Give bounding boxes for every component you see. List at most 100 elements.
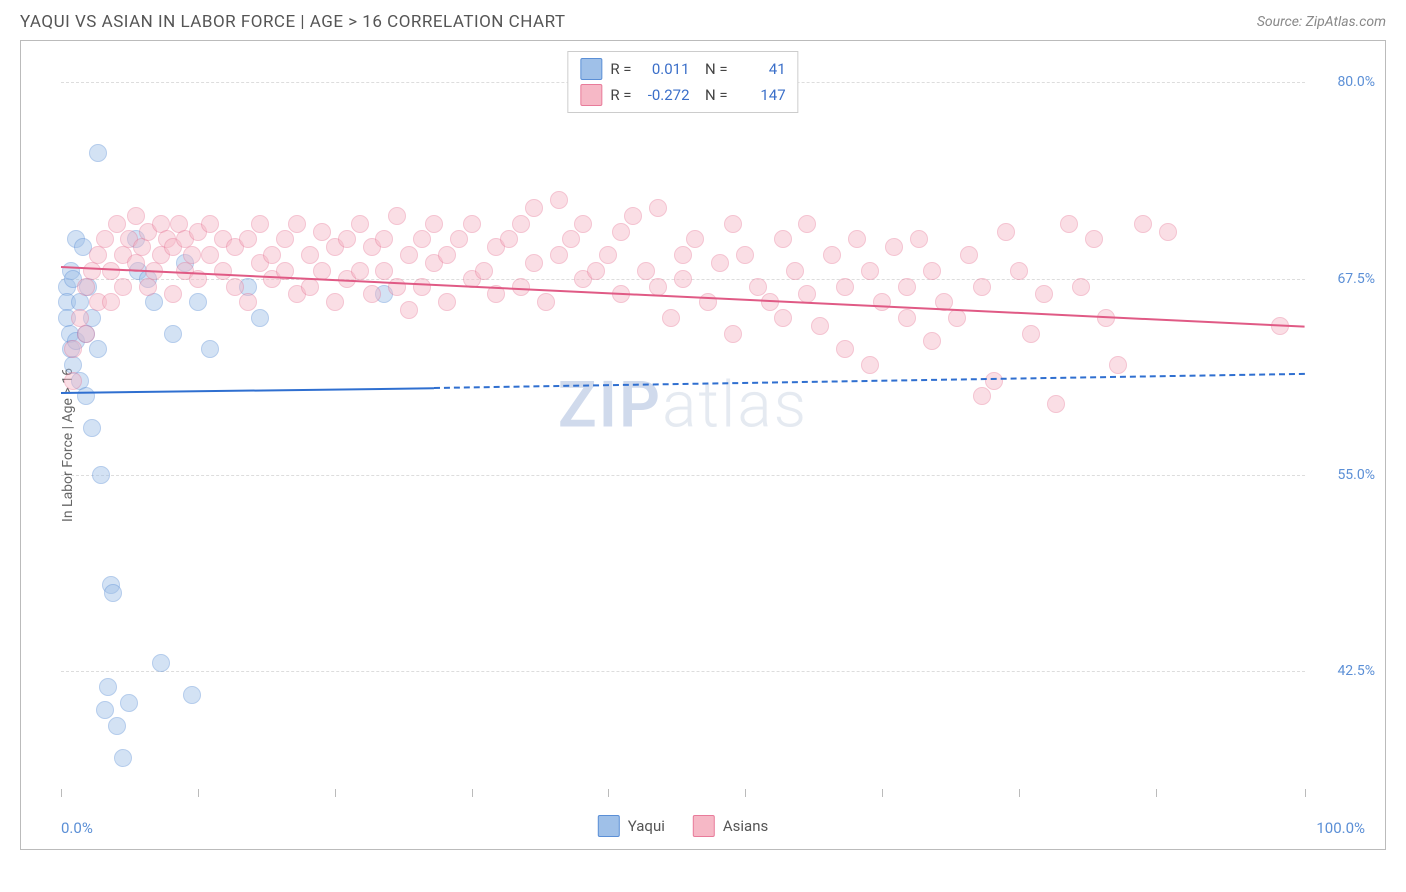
- data-point: [263, 246, 281, 264]
- data-point: [1072, 278, 1090, 296]
- data-point: [183, 246, 201, 264]
- x-tick: [745, 789, 746, 797]
- y-tick-label: 67.5%: [1337, 271, 1375, 287]
- data-point: [1010, 262, 1028, 280]
- data-point: [562, 230, 580, 248]
- data-point: [674, 246, 692, 264]
- x-tick: [1156, 789, 1157, 797]
- data-point: [973, 387, 991, 405]
- data-point: [1035, 285, 1053, 303]
- legend-swatch: [598, 815, 620, 837]
- data-point: [214, 262, 232, 280]
- data-point: [898, 278, 916, 296]
- data-point: [89, 340, 107, 358]
- data-point: [108, 215, 126, 233]
- data-point: [774, 309, 792, 327]
- data-point: [313, 262, 331, 280]
- data-point: [351, 215, 369, 233]
- x-tick: [61, 789, 62, 797]
- data-point: [145, 293, 163, 311]
- y-tick-label: 42.5%: [1337, 663, 1375, 679]
- legend-label: Asians: [723, 817, 768, 835]
- data-point: [276, 230, 294, 248]
- data-point: [64, 340, 82, 358]
- data-point: [1022, 325, 1040, 343]
- data-point: [898, 309, 916, 327]
- data-point: [301, 246, 319, 264]
- data-point: [599, 246, 617, 264]
- data-point: [836, 340, 854, 358]
- data-point: [201, 340, 219, 358]
- x-tick: [1019, 789, 1020, 797]
- data-point: [64, 372, 82, 390]
- data-point: [251, 215, 269, 233]
- data-point: [400, 246, 418, 264]
- legend-item: Yaqui: [598, 815, 665, 837]
- data-point: [512, 215, 530, 233]
- data-point: [649, 199, 667, 217]
- legend-stat-row: R =-0.272 N =147: [580, 82, 785, 108]
- data-point: [948, 309, 966, 327]
- data-point: [133, 238, 151, 256]
- data-point: [724, 325, 742, 343]
- data-point: [99, 678, 117, 696]
- data-point: [201, 215, 219, 233]
- data-point: [550, 246, 568, 264]
- x-tick: [198, 789, 199, 797]
- chart-container: In Labor Force | Age > 16 ZIPatlas R =0.…: [20, 40, 1386, 850]
- x-axis-max-label: 100.0%: [1316, 819, 1365, 837]
- data-point: [1159, 223, 1177, 241]
- stat-r-value: -0.272: [640, 86, 690, 104]
- data-point: [686, 230, 704, 248]
- correlation-legend: R =0.011 N =41R =-0.272 N =147: [567, 51, 798, 113]
- data-point: [89, 246, 107, 264]
- data-point: [164, 285, 182, 303]
- legend-swatch: [580, 84, 602, 106]
- data-point: [885, 238, 903, 256]
- data-point: [108, 717, 126, 735]
- series-legend: Yaqui Asians: [598, 815, 768, 837]
- data-point: [1047, 395, 1065, 413]
- data-point: [375, 262, 393, 280]
- data-point: [749, 278, 767, 296]
- data-point: [102, 293, 120, 311]
- data-point: [537, 293, 555, 311]
- data-point: [239, 230, 257, 248]
- data-point: [413, 230, 431, 248]
- trend-line: [61, 387, 434, 394]
- data-point: [388, 278, 406, 296]
- stat-r-label: R =: [610, 60, 631, 78]
- data-point: [326, 293, 344, 311]
- x-tick: [608, 789, 609, 797]
- data-point: [1085, 230, 1103, 248]
- data-point: [201, 246, 219, 264]
- data-point: [1134, 215, 1152, 233]
- x-tick: [1305, 789, 1306, 797]
- data-point: [574, 215, 592, 233]
- legend-swatch: [693, 815, 715, 837]
- data-point: [649, 278, 667, 296]
- data-point: [164, 325, 182, 343]
- data-point: [587, 262, 605, 280]
- data-point: [92, 466, 110, 484]
- data-point: [873, 293, 891, 311]
- data-point: [674, 270, 692, 288]
- data-point: [512, 278, 530, 296]
- data-point: [836, 278, 854, 296]
- data-point: [83, 262, 101, 280]
- data-point: [89, 144, 107, 162]
- data-point: [736, 246, 754, 264]
- source-label: Source: ZipAtlas.com: [1257, 14, 1386, 30]
- data-point: [388, 207, 406, 225]
- data-point: [152, 654, 170, 672]
- stat-r-value: 0.011: [640, 60, 690, 78]
- data-point: [861, 356, 879, 374]
- stat-n-value: 41: [736, 60, 786, 78]
- data-point: [288, 215, 306, 233]
- data-point: [550, 191, 568, 209]
- data-point: [848, 230, 866, 248]
- data-point: [463, 215, 481, 233]
- data-point: [183, 686, 201, 704]
- legend-label: Yaqui: [628, 817, 665, 835]
- data-point: [438, 293, 456, 311]
